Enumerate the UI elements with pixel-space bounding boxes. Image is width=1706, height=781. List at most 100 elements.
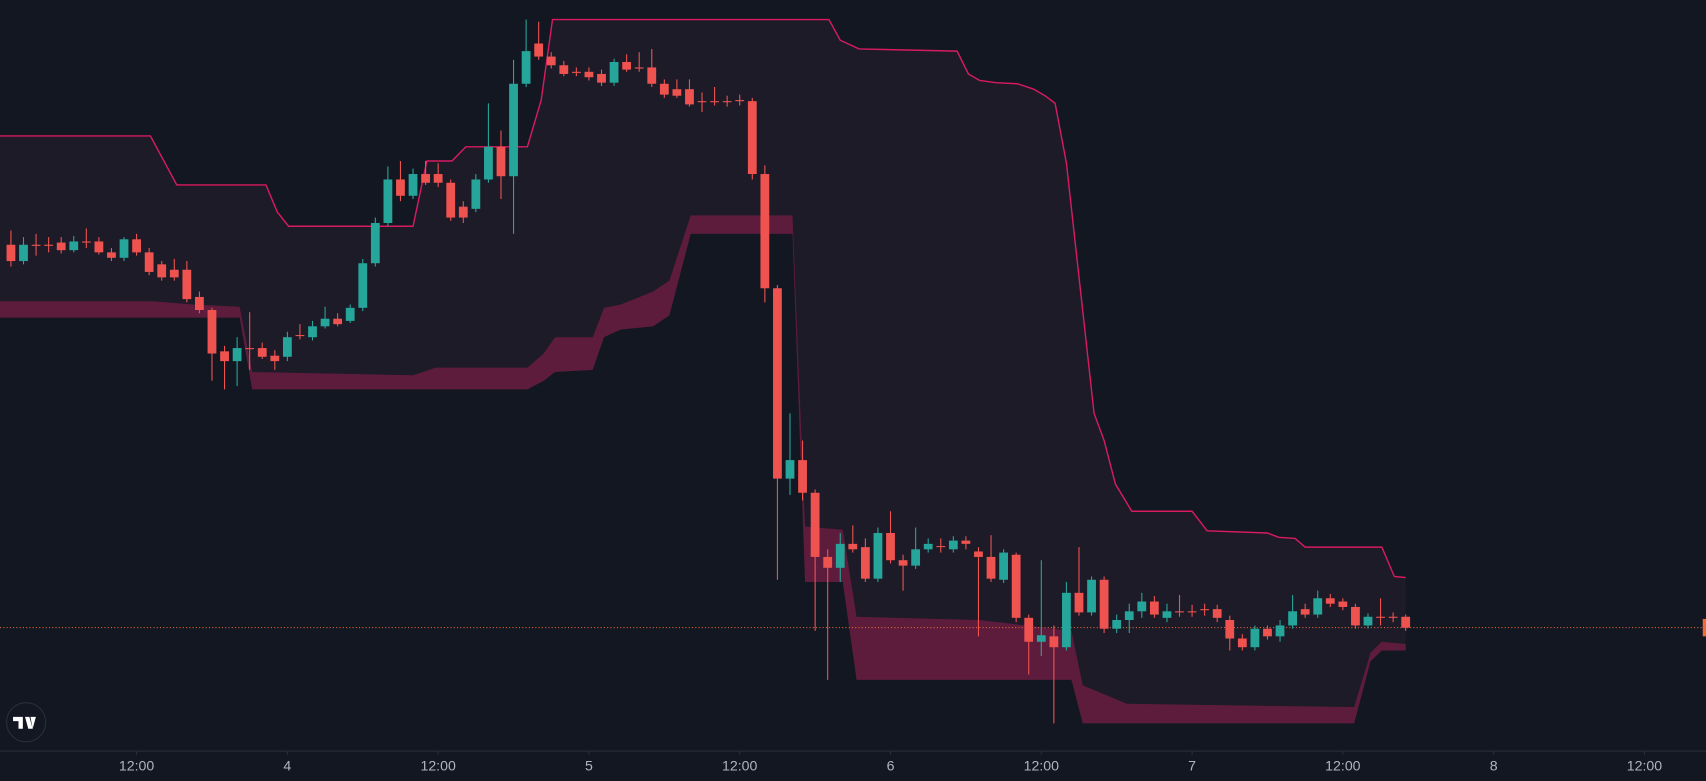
- candle-body: [496, 146, 506, 177]
- candle-body: [408, 174, 418, 196]
- candle-body: [320, 318, 330, 327]
- candle-body: [270, 355, 280, 362]
- candle-body: [685, 89, 694, 105]
- candle-body: [597, 73, 606, 83]
- candle-body: [722, 101, 732, 103]
- candle-body: [370, 222, 380, 264]
- candle-body: [169, 269, 179, 278]
- candle-body: [484, 146, 493, 180]
- candle-body: [1112, 620, 1122, 629]
- x-tick-label: 12:00: [1325, 758, 1360, 774]
- candle-body: [760, 174, 770, 289]
- candle-body: [1137, 601, 1147, 612]
- candle-body: [69, 241, 79, 251]
- candle-body: [1300, 609, 1310, 615]
- candle-body: [1175, 611, 1184, 613]
- last-price-marker: [1702, 618, 1706, 637]
- candle-body: [986, 556, 996, 579]
- x-tick-label: 6: [887, 758, 895, 774]
- candle-body: [195, 296, 204, 311]
- candle-body: [1200, 609, 1210, 611]
- candle-body: [383, 179, 393, 223]
- candle-body: [1062, 592, 1071, 648]
- candle-body: [358, 263, 368, 308]
- candle-body: [345, 307, 355, 321]
- candle-body: [446, 182, 456, 218]
- candle-body: [1036, 635, 1046, 642]
- candle-body: [1149, 601, 1159, 615]
- x-tick-label: 12:00: [119, 758, 154, 774]
- candle-body: [207, 310, 217, 354]
- candle-body: [1275, 625, 1285, 637]
- candle-body: [1162, 611, 1172, 618]
- candle-body: [19, 244, 28, 262]
- candle-body: [1388, 616, 1398, 618]
- candle-body: [94, 241, 104, 253]
- candle-body: [1288, 611, 1297, 626]
- candle-body: [571, 71, 581, 73]
- candle-body: [1187, 611, 1197, 613]
- candle-body: [1338, 601, 1348, 607]
- candle-body: [1250, 628, 1260, 648]
- candle-body: [1087, 579, 1096, 613]
- candle-body: [622, 62, 632, 70]
- candle-body: [609, 62, 619, 83]
- candle-body: [785, 460, 795, 479]
- candle-body: [923, 543, 933, 550]
- upper-line: [0, 18, 1406, 579]
- candle-body: [999, 552, 1008, 580]
- candle-body: [1225, 620, 1235, 639]
- candle-body: [1401, 616, 1411, 628]
- candle-body: [1237, 638, 1247, 648]
- candle-body: [132, 239, 141, 253]
- candle-body: [735, 100, 745, 102]
- x-tick-label: 4: [283, 758, 291, 774]
- candle-body: [433, 174, 443, 183]
- candle-body: [119, 239, 129, 258]
- candle-body: [848, 543, 858, 550]
- candle-body: [308, 326, 317, 338]
- candle-body: [1351, 606, 1360, 626]
- candle-body: [144, 252, 154, 272]
- candle-body: [835, 543, 845, 568]
- candle-body: [974, 551, 983, 557]
- candle-body: [873, 532, 883, 579]
- candle-body: [634, 67, 644, 69]
- candle-body: [282, 337, 292, 357]
- candle-body: [710, 101, 719, 103]
- candle-body: [559, 65, 569, 74]
- candle-body: [107, 252, 116, 258]
- logo-mark[interactable]: [13, 716, 36, 729]
- candle-body: [31, 244, 41, 246]
- candle-body: [911, 549, 921, 566]
- candle-body: [1313, 598, 1323, 615]
- candle-body: [521, 51, 531, 84]
- candle-body: [333, 318, 343, 325]
- candle-body: [546, 56, 556, 66]
- candle-body: [672, 89, 682, 96]
- candle-body: [1124, 611, 1134, 621]
- candle-body: [948, 540, 958, 550]
- x-tick-label: 7: [1188, 758, 1196, 774]
- candle-body: [810, 492, 820, 557]
- candle-body: [647, 67, 657, 84]
- candle-body: [898, 560, 908, 566]
- candle-body: [220, 351, 229, 362]
- candle-body: [886, 532, 895, 561]
- candle-body: [471, 179, 481, 209]
- candle-body: [396, 179, 405, 196]
- logo-circle[interactable]: [5, 702, 47, 743]
- candle-body: [860, 547, 870, 579]
- x-tick-label: 12:00: [1024, 758, 1059, 774]
- candle-body: [1376, 616, 1385, 618]
- candle-body: [798, 460, 807, 493]
- candle-body: [936, 546, 946, 548]
- candle-body: [1011, 554, 1021, 618]
- logo[interactable]: [5, 702, 47, 743]
- candle-body: [823, 556, 833, 568]
- candle-body: [44, 244, 54, 246]
- x-tick-label: 8: [1490, 758, 1498, 774]
- candle-body: [1263, 628, 1272, 637]
